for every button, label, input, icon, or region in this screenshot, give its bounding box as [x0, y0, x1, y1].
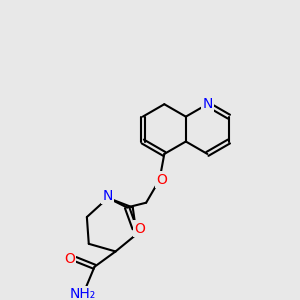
Text: O: O [64, 252, 75, 266]
Text: N: N [202, 97, 213, 111]
Text: O: O [156, 173, 167, 187]
Text: N: N [103, 189, 113, 203]
Text: NH₂: NH₂ [70, 287, 96, 300]
Text: O: O [134, 221, 145, 236]
